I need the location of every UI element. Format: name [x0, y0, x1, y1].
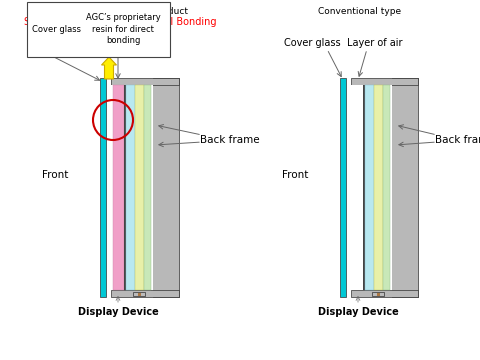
- Bar: [134, 85, 144, 290]
- Bar: [353, 85, 363, 290]
- Bar: [111, 78, 179, 85]
- Bar: [372, 292, 384, 296]
- Text: Front: Front: [282, 170, 308, 180]
- Text: Back frame: Back frame: [435, 135, 480, 145]
- Bar: [153, 78, 179, 297]
- Bar: [111, 290, 179, 297]
- Bar: [113, 85, 124, 290]
- FancyArrow shape: [101, 57, 117, 79]
- Bar: [340, 78, 346, 297]
- Bar: [351, 78, 418, 85]
- Bar: [351, 85, 392, 290]
- Bar: [392, 80, 409, 295]
- Bar: [376, 293, 380, 296]
- Bar: [100, 78, 106, 297]
- Text: Cover glass: Cover glass: [32, 24, 81, 33]
- Text: Display Device: Display Device: [318, 307, 398, 317]
- Text: Type using AGC’s new product: Type using AGC’s new product: [51, 6, 189, 15]
- Bar: [153, 80, 170, 295]
- Bar: [364, 85, 373, 290]
- Text: Layer of air: Layer of air: [347, 38, 403, 48]
- Bar: [137, 293, 141, 296]
- Bar: [125, 85, 134, 290]
- Text: AGC’s proprietary
resin for direct
bonding: AGC’s proprietary resin for direct bondi…: [85, 13, 160, 45]
- Text: Cover glass: Cover glass: [284, 38, 340, 48]
- FancyBboxPatch shape: [26, 1, 169, 57]
- Bar: [124, 85, 125, 290]
- Bar: [144, 85, 151, 290]
- Bar: [373, 85, 383, 290]
- Bar: [111, 85, 153, 290]
- Bar: [133, 292, 145, 296]
- Bar: [351, 290, 418, 297]
- Bar: [392, 78, 418, 297]
- Text: Display Device: Display Device: [78, 307, 158, 317]
- Text: Conventional type: Conventional type: [318, 6, 402, 15]
- Text: Self-Adhesive Glass for Optical Bonding: Self-Adhesive Glass for Optical Bonding: [24, 17, 216, 27]
- Text: Front: Front: [42, 170, 68, 180]
- Text: Back frame: Back frame: [200, 135, 260, 145]
- Bar: [383, 85, 389, 290]
- Bar: [363, 85, 364, 290]
